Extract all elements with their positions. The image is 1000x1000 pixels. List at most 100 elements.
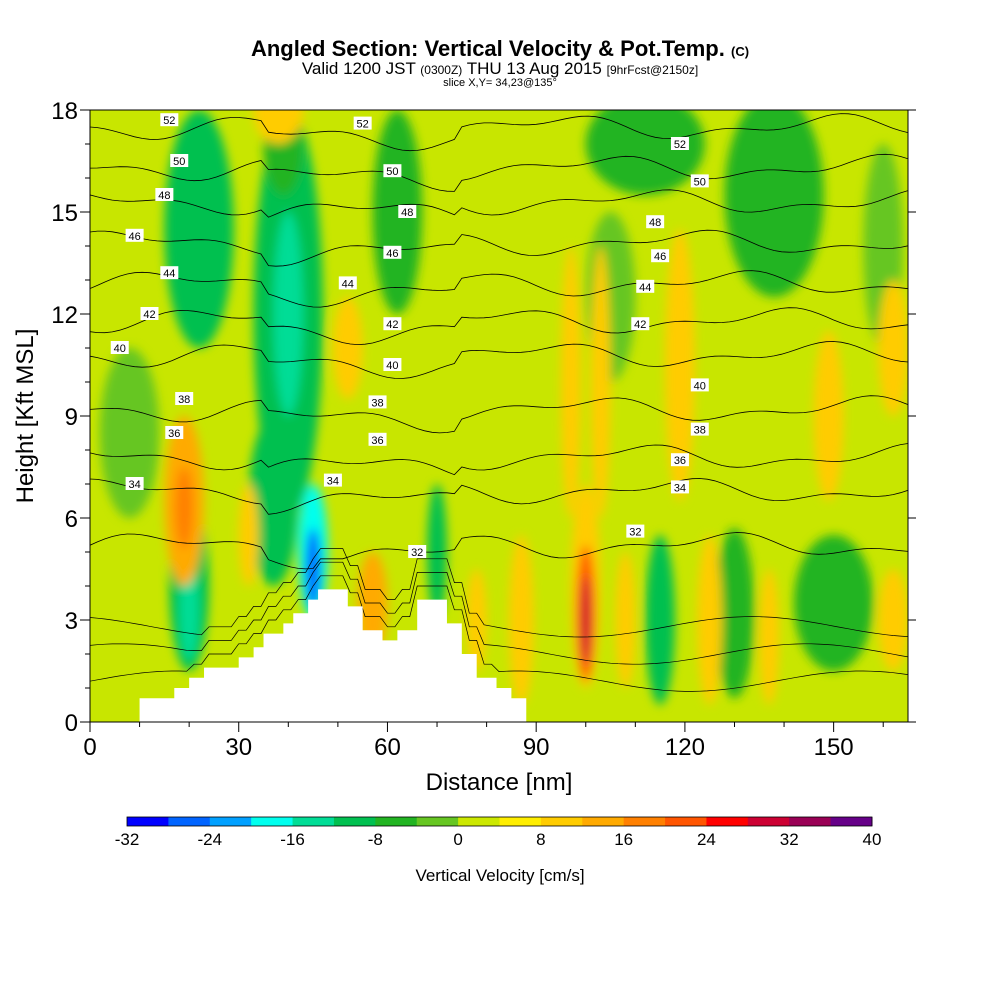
contour-label-box: [670, 453, 689, 467]
contour-label-text: 42: [386, 319, 398, 331]
x-tick-label: 30: [225, 734, 252, 761]
contour-label: 36: [165, 426, 184, 440]
x-tick-label: 120: [665, 734, 705, 761]
contour-label: 36: [670, 453, 689, 467]
velocity-region: [580, 575, 591, 665]
contour-label-text: 40: [114, 343, 126, 355]
contour-label-text: 44: [639, 282, 651, 294]
x-tick-label: 0: [83, 734, 96, 761]
theta-contour-line: [90, 575, 908, 692]
colorbar-swatch: [582, 817, 625, 826]
x-tick-label: 90: [523, 734, 550, 761]
contour-label-text: 48: [401, 207, 413, 219]
contour-label-text: 52: [674, 139, 686, 151]
theta-contour-line: [90, 189, 908, 218]
contour-label-box: [368, 395, 387, 409]
velocity-region: [253, 110, 304, 144]
velocity-region: [332, 297, 363, 399]
colorbar-swatch: [333, 817, 376, 826]
contour-label-text: 50: [694, 176, 706, 188]
y-tick-label: 3: [65, 608, 78, 635]
title-text: Angled Section: Vertical Velocity & Pot.…: [250, 36, 725, 61]
contour-label-box: [368, 432, 387, 446]
contour-label-box: [155, 188, 174, 201]
contour-label: 46: [125, 228, 144, 243]
velocity-region: [585, 110, 705, 195]
colorbar-swatch: [747, 817, 790, 826]
contour-label-box: [636, 279, 655, 293]
theta-contour-line: [90, 153, 908, 192]
contour-label-box: [125, 228, 144, 242]
title-unit: (C): [731, 44, 750, 59]
contour-label-text: 52: [163, 115, 175, 127]
chart-subtitle-slice: slice X,Y= 34,23@135°: [443, 77, 557, 89]
colorbar-tick-label: 8: [536, 830, 545, 849]
colorbar-tick-label: 24: [697, 830, 716, 849]
y-tick-label: 15: [51, 200, 78, 227]
contour-label-box: [125, 477, 144, 490]
contour-label-box: [110, 341, 129, 354]
contour-label: 40: [383, 358, 402, 372]
contour-label-box: [160, 266, 179, 280]
colorbar-swatch: [706, 817, 749, 826]
contour-label-box: [690, 378, 709, 392]
forecast-info: [9hrFcst@2150z]: [606, 63, 699, 77]
velocity-region: [793, 535, 874, 671]
contour-label-box: [398, 205, 417, 218]
contour-label-text: 38: [694, 425, 706, 437]
velocity-region: [714, 528, 755, 699]
colorbar-tick-label: -24: [197, 830, 222, 849]
contour-label-text: 36: [674, 455, 686, 467]
y-tick-label: 9: [65, 404, 78, 431]
contour-label: 52: [160, 113, 179, 127]
colorbar-swatch: [251, 817, 294, 826]
contour-label-text: 48: [158, 190, 170, 202]
colorbar-frame: [126, 816, 873, 827]
colorbar-label: Vertical Velocity [cm/s]: [415, 866, 584, 885]
colorbar: -32 -24 -16 -8 0 8 16 24 32 40: [115, 816, 882, 849]
contour-label-text: 42: [634, 319, 646, 331]
colorbar-tick-label: 0: [453, 830, 462, 849]
contour-label: 50: [383, 164, 402, 178]
velocity-region: [878, 280, 908, 416]
contour-label: 44: [338, 276, 357, 290]
contour-label-box: [408, 545, 427, 558]
colorbar-swatch: [623, 817, 666, 826]
y-axis-label: Height [Kft MSL]: [12, 329, 39, 504]
theta-contour-line: [90, 443, 908, 476]
velocity-region: [665, 229, 695, 501]
contour-label-box: [651, 249, 670, 263]
contour-label-box: [690, 174, 709, 188]
contour-label: 38: [690, 422, 709, 437]
theta-contour-line: [90, 229, 908, 267]
velocity-region: [99, 348, 160, 518]
contour-label-text: 38: [371, 397, 383, 409]
velocity-region: [813, 331, 844, 501]
contour-label-text: 46: [128, 231, 140, 243]
contour-label-text: 48: [649, 217, 661, 229]
colorbar-swatch: [458, 817, 500, 826]
contour-label-text: 32: [629, 527, 641, 539]
theta-contour-line: [90, 270, 908, 308]
velocity-region: [759, 569, 780, 705]
colorbar-tick-label: -32: [115, 830, 140, 849]
colorbar-swatch: [375, 817, 418, 826]
velocity-region: [560, 246, 581, 518]
contour-label: 34: [670, 480, 689, 494]
contour-label: 42: [383, 317, 402, 331]
contour-label-text: 50: [386, 166, 398, 178]
contour-label: 34: [323, 473, 342, 488]
colorbar-tick-label: 40: [863, 830, 882, 849]
contour-label: 32: [408, 545, 427, 559]
contour-label-box: [165, 426, 184, 439]
contour-label: 32: [626, 524, 645, 539]
theta-contour-line: [90, 307, 908, 346]
colorbar-tick-label: -16: [280, 830, 305, 849]
theta-contour-line: [90, 478, 908, 515]
contour-label-box: [690, 422, 709, 436]
velocity-region: [466, 569, 487, 671]
contour-label: 52: [353, 116, 372, 131]
contour-label-text: 40: [386, 360, 398, 372]
